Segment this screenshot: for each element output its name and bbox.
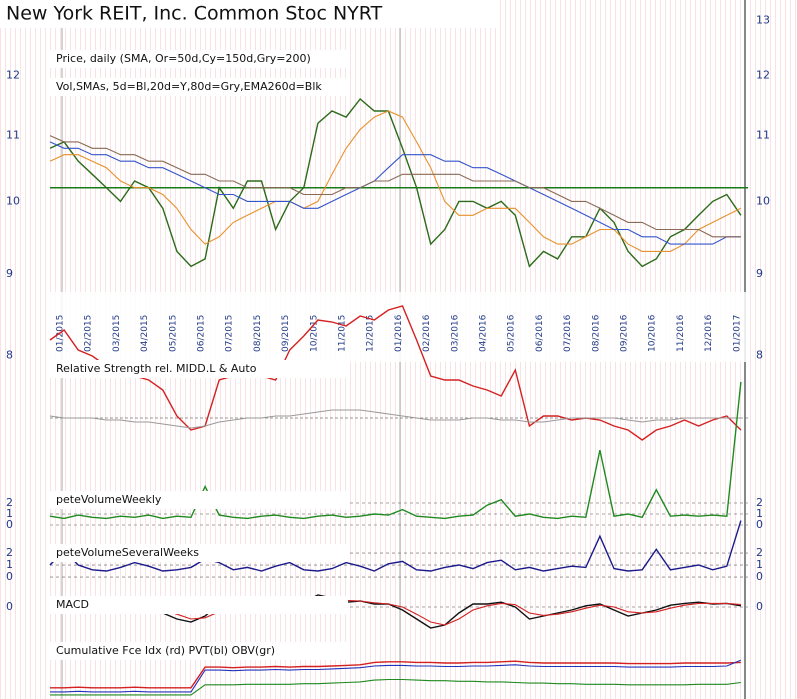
y-tick-label: 0 [6, 518, 13, 531]
y-tick-label: 0 [756, 570, 763, 583]
x-tick-label: 10/2015 [309, 315, 319, 352]
y-tick-label: 10 [756, 194, 770, 207]
y-tick-label: 8 [756, 348, 763, 361]
x-tick-label: 09/2015 [281, 315, 291, 352]
series-line [49, 141, 741, 245]
y-tick-label: 2 [6, 546, 13, 559]
series-line [49, 97, 742, 268]
x-tick-label: 03/2015 [112, 315, 122, 352]
y-tick-label: 13 [756, 13, 770, 26]
x-tick-label: 07/2016 [563, 314, 573, 352]
y-tick-label: 0 [756, 518, 763, 531]
panel-title: MACD [56, 598, 89, 611]
y-tick-label: 11 [756, 129, 770, 142]
chart-title: New York REIT, Inc. Common Stoc NYRT [6, 3, 383, 25]
y-tick-label: 0 [6, 600, 13, 613]
x-tick-label: 08/2016 [591, 314, 601, 352]
y-tick-label: 0 [756, 600, 763, 613]
x-tick-label: 10/2016 [648, 314, 658, 352]
series-line [50, 678, 741, 696]
annotation: Vol,SMAs, 5d=Bl,20d=Y,80d=Gry,EMA260d=Bl… [56, 80, 322, 93]
axis-band [50, 292, 748, 362]
x-tick-label: 06/2015 [197, 315, 207, 352]
x-tick-label: 08/2015 [253, 315, 263, 352]
label-box [50, 360, 348, 378]
label-box [50, 642, 348, 660]
panel-title: peteVolumeWeekly [56, 493, 162, 506]
x-tick-label: 12/2015 [366, 315, 376, 352]
y-tick-label: 11 [6, 129, 20, 142]
y-tick-label: 12 [756, 69, 770, 82]
y-tick-label: 1 [6, 558, 13, 571]
x-tick-label: 04/2016 [479, 314, 489, 352]
y-tick-label: 2 [756, 546, 763, 559]
y-tick-label: 1 [6, 507, 13, 520]
series-line [49, 135, 741, 238]
y-tick-label: 9 [6, 267, 13, 280]
y-tick-label: 12 [6, 69, 20, 82]
title-box [0, 0, 500, 28]
x-tick-label: 04/2015 [140, 315, 150, 352]
y-tick-label: 2 [6, 496, 13, 509]
series-line [49, 520, 742, 572]
label-box [50, 491, 348, 509]
series-line [49, 110, 742, 252]
x-tick-label: 01/2016 [394, 314, 404, 352]
series-line [50, 660, 741, 689]
label-box [50, 544, 348, 562]
y-tick-label: 10 [6, 194, 20, 207]
x-tick-label: 03/2016 [450, 314, 460, 352]
x-tick-label: 05/2016 [507, 314, 517, 352]
panel-title: peteVolumeSeveralWeeks [56, 546, 199, 559]
y-tick-label: 8 [6, 348, 13, 361]
x-tick-label: 01/2017 [732, 315, 742, 352]
y-tick-label: 9 [756, 267, 763, 280]
label-box [50, 78, 348, 96]
series-line [50, 659, 742, 693]
y-tick-label: 2 [756, 496, 763, 509]
series-line [49, 409, 741, 429]
panel-title: Cumulative Fce Idx (rd) PVT(bl) OBV(gr) [56, 644, 275, 657]
series-line [49, 305, 742, 441]
x-tick-label: 05/2015 [168, 315, 178, 352]
x-tick-label: 11/2015 [338, 315, 348, 352]
label-box [50, 50, 348, 68]
series-line [49, 381, 742, 520]
x-tick-label: 11/2016 [676, 314, 686, 352]
label-box [50, 596, 348, 614]
y-tick-label: 1 [756, 507, 763, 520]
x-tick-label: 02/2015 [84, 315, 94, 352]
x-tick-label: 12/2016 [704, 314, 714, 352]
y-tick-label: 1 [756, 558, 763, 571]
x-tick-label: 09/2016 [620, 314, 630, 352]
x-tick-label: 02/2016 [422, 314, 432, 352]
y-tick-label: 0 [6, 570, 13, 583]
x-tick-label: 07/2015 [225, 315, 235, 352]
panel-title: Relative Strength rel. MIDD.L & Auto [56, 362, 257, 375]
x-tick-label: 06/2016 [535, 314, 545, 352]
subtitle: Price, daily (SMA, Or=50d,Cy=150d,Gry=20… [56, 52, 311, 65]
